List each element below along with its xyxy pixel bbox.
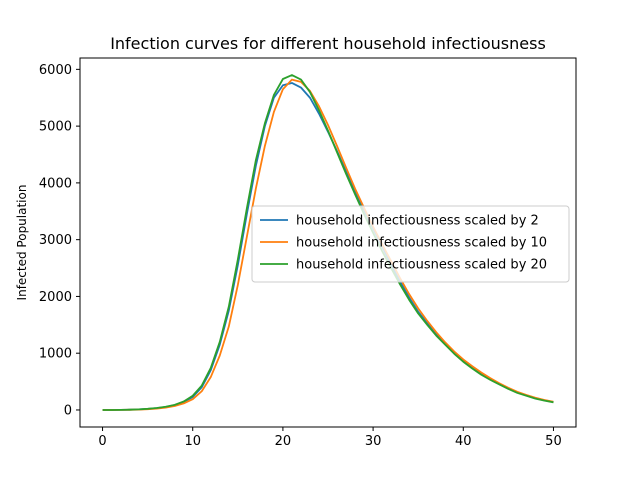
legend: household infectiousness scaled by 2 hous… xyxy=(251,205,570,283)
plot-area: 0 10 20 30 40 50 0 1000 2000 3000 4000 5000 6000 xyxy=(39,57,577,449)
x-tick-label: 0 xyxy=(98,434,106,449)
y-axis-label: Infected Population xyxy=(15,185,29,301)
y-tick-label: 4000 xyxy=(39,176,72,191)
y-tick-label: 3000 xyxy=(39,233,72,248)
y-tick-label: 2000 xyxy=(39,290,72,305)
series-line-3 xyxy=(102,74,554,411)
x-tick-label: 20 xyxy=(275,434,292,449)
x-tick-label: 10 xyxy=(184,434,201,449)
y-tick-label: 6000 xyxy=(39,63,72,78)
x-tick-label: 50 xyxy=(545,434,562,449)
x-tick-label: 40 xyxy=(455,434,472,449)
legend-label-2: household infectiousness scaled by 10 xyxy=(296,236,547,251)
legend-label-3: household infectiousness scaled by 20 xyxy=(296,258,547,273)
y-tick-label: 0 xyxy=(64,403,72,418)
legend-label-1: household infectiousness scaled by 2 xyxy=(296,214,539,229)
x-tick-label: 30 xyxy=(365,434,382,449)
y-tick-label: 5000 xyxy=(39,120,72,135)
series-line-2 xyxy=(102,78,554,411)
axes-frame xyxy=(79,57,577,428)
legend-box xyxy=(251,205,570,283)
chart-title: Infection curves for different household… xyxy=(110,34,546,53)
y-tick-label: 1000 xyxy=(39,347,72,362)
